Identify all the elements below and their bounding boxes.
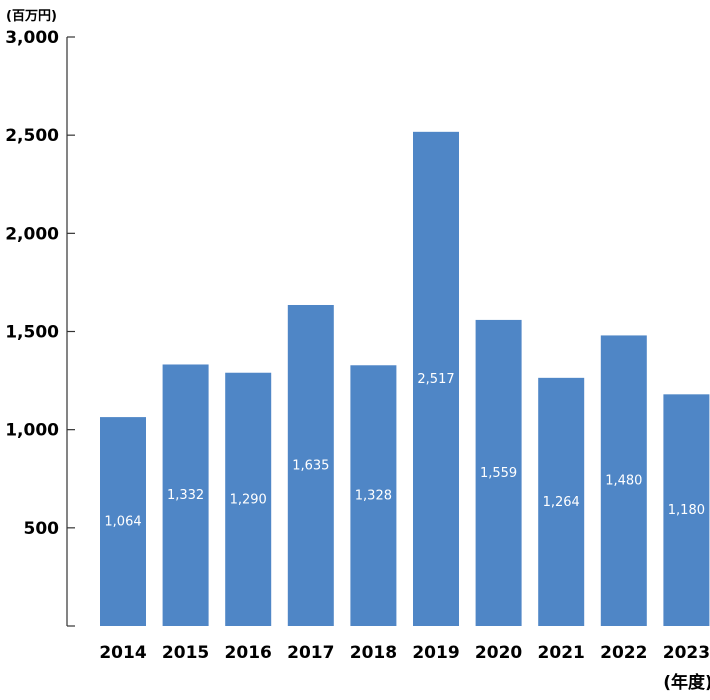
bar-value-label: 1,180 xyxy=(668,503,705,518)
bar-2021 xyxy=(538,377,585,626)
bar-2015 xyxy=(162,364,209,626)
bar-2022 xyxy=(600,335,647,626)
bar-value-label: 1,332 xyxy=(167,488,204,503)
bar-2017 xyxy=(287,304,334,626)
y-tick-label: 2,500 xyxy=(5,126,59,146)
bar-labels-group: 1,064 1,332 1,290 1,635 1,328 2,517 1,559 1,264… xyxy=(104,372,705,530)
x-tick-label: 2017 xyxy=(287,643,334,663)
bar-value-label: 2,517 xyxy=(417,372,454,387)
x-tick-label: 2016 xyxy=(225,643,272,663)
x-axis-unit-label: (年度) xyxy=(663,672,710,693)
bar-2019 xyxy=(413,131,459,627)
bar-value-label: 1,328 xyxy=(355,489,392,504)
bar-value-label: 1,635 xyxy=(292,458,329,473)
y-tick-label: 2,000 xyxy=(5,224,59,244)
x-tick-label: 2019 xyxy=(412,643,459,663)
x-tick-label: 2020 xyxy=(475,643,522,663)
bar-value-label: 1,480 xyxy=(605,474,642,489)
y-tick-label: 500 xyxy=(24,519,60,539)
bar-value-label: 1,064 xyxy=(104,515,141,530)
y-axis-unit-label: (百万円) xyxy=(6,9,57,24)
x-axis: 2014 2015 2016 2017 2018 2019 2020 2021 2022 2023 xyxy=(99,643,710,663)
x-tick-label: 2022 xyxy=(600,643,647,663)
y-tick-label: 1,000 xyxy=(5,421,59,441)
bar-value-label: 1,264 xyxy=(543,495,580,510)
y-tick-label: 3,000 xyxy=(5,28,59,48)
bar-2023 xyxy=(663,394,710,626)
bar-value-label: 1,290 xyxy=(230,492,267,507)
bar-2016 xyxy=(225,372,272,626)
x-tick-label: 2018 xyxy=(350,643,397,663)
x-tick-label: 2023 xyxy=(663,643,710,663)
y-axis: 500 1,000 1,500 2,000 2,500 3,000 xyxy=(5,28,75,627)
x-tick-label: 2014 xyxy=(99,643,146,663)
bar-2018 xyxy=(350,365,397,626)
x-tick-label: 2021 xyxy=(538,643,585,663)
x-tick-label: 2015 xyxy=(162,643,209,663)
bar-2014 xyxy=(100,417,146,626)
bar-2020 xyxy=(475,319,522,626)
bar-value-label: 1,559 xyxy=(480,466,517,481)
y-tick-label: 1,500 xyxy=(5,323,59,343)
bars-group xyxy=(100,131,710,627)
